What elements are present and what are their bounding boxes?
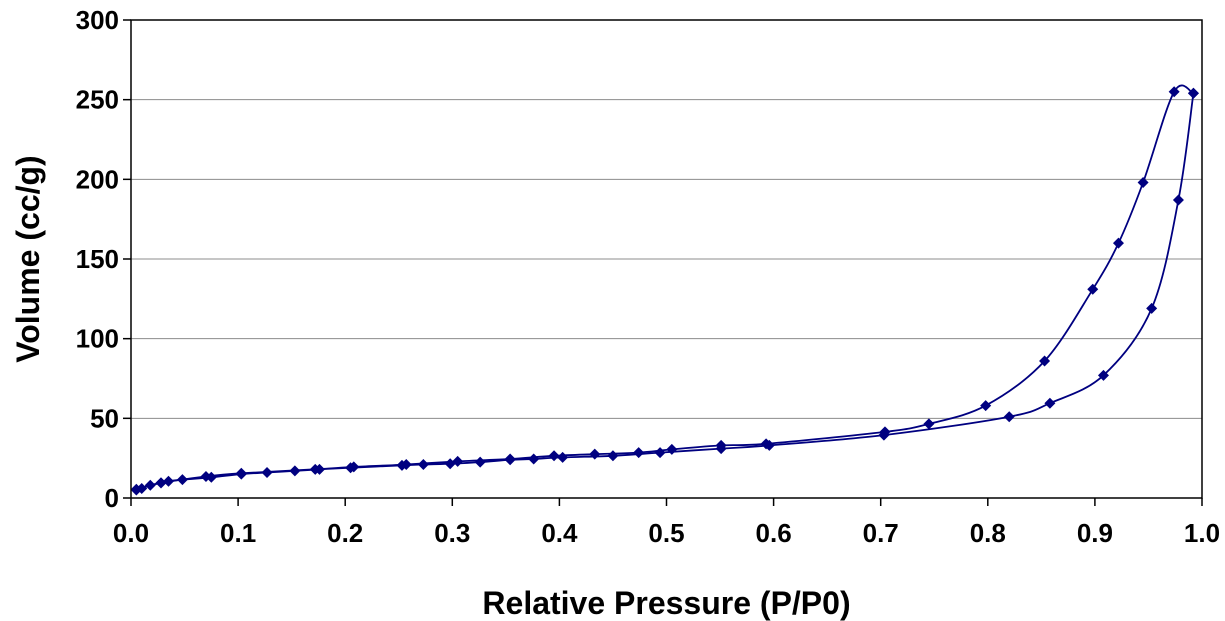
y-tick-label: 300 [76,5,119,35]
data-point [452,455,464,467]
data-point [633,447,645,459]
data-point [548,450,560,462]
data-point [130,483,142,495]
data-point [879,426,891,438]
x-tick-label: 0.1 [220,518,256,548]
series-line-2 [136,84,1194,491]
data-point [980,400,992,412]
data-point [1044,397,1056,409]
data-point [760,438,772,450]
data-point [155,477,167,489]
data-point [715,439,727,451]
y-tick-label: 250 [76,85,119,115]
data-point [1112,237,1124,249]
data-point [607,450,619,462]
x-tick-label: 0.3 [434,518,470,548]
x-axis-title: Relative Pressure (P/P0) [482,585,850,621]
x-tick-label: 1.0 [1184,518,1220,548]
data-point [474,456,486,468]
data-point [504,453,516,465]
data-point [1087,283,1099,295]
y-tick-label: 200 [76,164,119,194]
plot-frame [130,19,1203,499]
series-layer [130,84,1199,496]
data-point [348,461,360,473]
x-tick-label: 0.8 [970,518,1006,548]
data-point [1187,87,1199,99]
x-tick-label: 0.4 [541,518,578,548]
y-tick-label: 100 [76,324,119,354]
data-point [1137,177,1149,189]
axes: 0 50 100 150 200 250 300 0.0 0.1 0.2 0.3 0.4 0.5 0.6 0… [76,5,1220,548]
series-line-1 [136,93,1195,491]
data-point [1146,302,1158,314]
data-point [654,447,666,459]
y-tick-label: 50 [90,403,119,433]
data-point [400,459,412,471]
data-point [1168,86,1180,98]
x-tick-label: 0.2 [327,518,363,548]
data-point [1003,411,1015,423]
data-point [557,451,569,463]
x-tick-label: 0.5 [648,518,684,548]
data-point [923,418,935,430]
x-tick-label: 0.0 [113,518,149,548]
data-point [200,470,212,482]
data-point [235,467,247,479]
data-point [1039,355,1051,367]
x-tick-label: 0.6 [756,518,792,548]
data-point [1097,369,1109,381]
y-tick-label: 0 [105,483,119,513]
data-point [528,453,540,465]
y-tick-label: 150 [76,244,119,274]
data-point [666,443,678,455]
gridlines [131,99,1202,419]
data-point [1172,194,1184,206]
y-axis-title: Volume (cc/g) [10,155,46,362]
data-point [309,463,321,475]
data-point [589,448,601,460]
x-tick-label: 0.9 [1077,518,1113,548]
data-point [417,459,429,471]
x-tick-label: 0.7 [863,518,899,548]
